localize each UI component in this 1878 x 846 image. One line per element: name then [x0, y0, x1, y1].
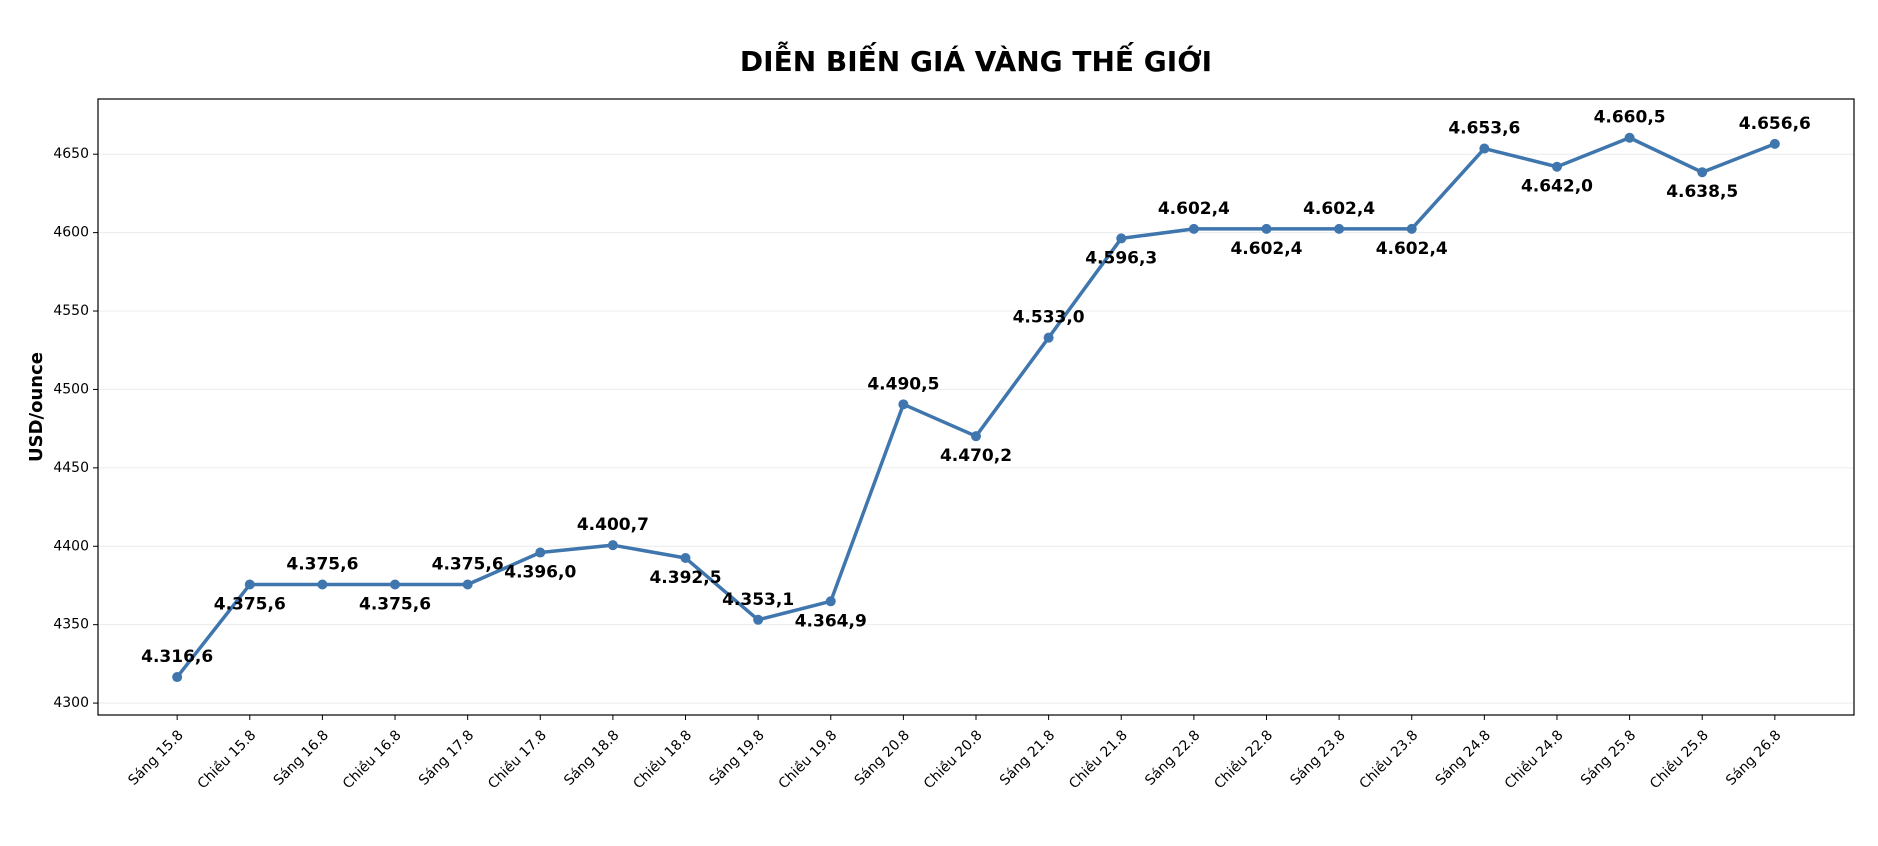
value-label: 4.375,6 — [286, 555, 358, 575]
x-tick-label: Sáng 25.8 — [1578, 727, 1639, 788]
x-tick-label: Sáng 16.8 — [271, 727, 332, 788]
point — [1551, 161, 1562, 172]
value-label: 4.653,6 — [1448, 119, 1520, 139]
value-label: 4.602,4 — [1158, 199, 1230, 219]
value-label: 4.602,4 — [1376, 239, 1448, 259]
value-label: 4.490,5 — [867, 374, 939, 394]
point — [680, 553, 691, 564]
x-tick-label: Chiều 24.8 — [1501, 727, 1567, 793]
value-label: 4.316,6 — [141, 647, 213, 667]
x-tick-label: Chiều 19.8 — [775, 727, 841, 793]
value-label: 4.638,5 — [1666, 182, 1738, 202]
x-tick-label: Chiều 20.8 — [920, 727, 986, 793]
x-tick-label: Chiều 16.8 — [339, 727, 405, 793]
value-label: 4.400,7 — [577, 515, 649, 535]
x-tick-label: Sáng 19.8 — [706, 727, 767, 788]
value-label: 4.375,6 — [214, 595, 286, 615]
value-label: 4.470,2 — [940, 446, 1012, 466]
value-label: 4.375,6 — [359, 595, 431, 615]
point — [1043, 332, 1054, 343]
point — [898, 399, 909, 410]
value-label: 4.660,5 — [1594, 108, 1666, 128]
y-tick-label: 4500 — [53, 381, 89, 397]
point — [462, 579, 473, 590]
point — [1479, 143, 1490, 154]
point — [317, 579, 328, 590]
value-label: 4.602,4 — [1303, 199, 1375, 219]
point — [753, 614, 764, 625]
y-tick-label: 4600 — [53, 225, 89, 241]
x-tick-label: Chiều 23.8 — [1356, 727, 1422, 793]
point — [1406, 223, 1417, 234]
x-tick-label: Sáng 21.8 — [997, 727, 1058, 788]
x-tick-label: Chiều 21.8 — [1065, 727, 1131, 793]
point — [825, 596, 836, 607]
value-label: 4.353,1 — [722, 590, 794, 610]
x-tick-label: Chiều 18.8 — [630, 727, 696, 793]
y-tick-label: 4450 — [53, 460, 89, 476]
y-tick-label: 4350 — [53, 617, 89, 633]
value-label: 4.642,0 — [1521, 177, 1593, 197]
point — [172, 672, 183, 683]
point — [607, 540, 618, 551]
x-tick-label: Sáng 22.8 — [1142, 727, 1203, 788]
value-label: 4.656,6 — [1739, 114, 1811, 134]
x-tick-label: Sáng 15.8 — [125, 727, 186, 788]
chart-title: DIỄN BIẾN GIÁ VÀNG THẾ GIỚI — [740, 40, 1212, 78]
value-label: 4.375,6 — [432, 555, 504, 575]
point — [535, 547, 546, 558]
value-label: 4.533,0 — [1013, 308, 1085, 328]
x-tick-label: Sáng 26.8 — [1723, 727, 1784, 788]
value-label: 4.396,0 — [504, 563, 576, 583]
point — [1697, 167, 1708, 178]
y-tick-label: 4300 — [53, 695, 89, 711]
point — [1261, 223, 1272, 234]
x-tick-label: Sáng 20.8 — [852, 727, 913, 788]
point — [244, 579, 255, 590]
x-tick-label: Sáng 18.8 — [561, 727, 622, 788]
point — [971, 431, 981, 442]
y-tick-label: 4550 — [53, 303, 89, 319]
x-tick-label: Chiều 17.8 — [484, 727, 550, 793]
point — [1334, 223, 1345, 234]
x-tick-label: Sáng 24.8 — [1433, 727, 1494, 788]
x-tick-label: Chiều 25.8 — [1646, 727, 1712, 793]
value-label: 4.602,4 — [1230, 239, 1302, 259]
y-tick-label: 4400 — [53, 538, 89, 554]
y-axis-label: USD/ounce — [26, 352, 47, 462]
point — [390, 579, 401, 590]
x-tick-label: Sáng 23.8 — [1287, 727, 1348, 788]
point — [1116, 233, 1127, 244]
y-tick-label: 4650 — [53, 146, 89, 162]
x-tick-label: Chiều 22.8 — [1211, 727, 1277, 793]
point — [1188, 223, 1199, 234]
value-label: 4.596,3 — [1085, 248, 1157, 268]
value-label: 4.364,9 — [795, 611, 867, 631]
point — [1769, 138, 1780, 149]
point — [1624, 132, 1635, 143]
value-label: 4.392,5 — [649, 568, 721, 588]
x-tick-label: Chiều 15.8 — [194, 727, 260, 793]
x-tick-label: Sáng 17.8 — [416, 727, 477, 788]
